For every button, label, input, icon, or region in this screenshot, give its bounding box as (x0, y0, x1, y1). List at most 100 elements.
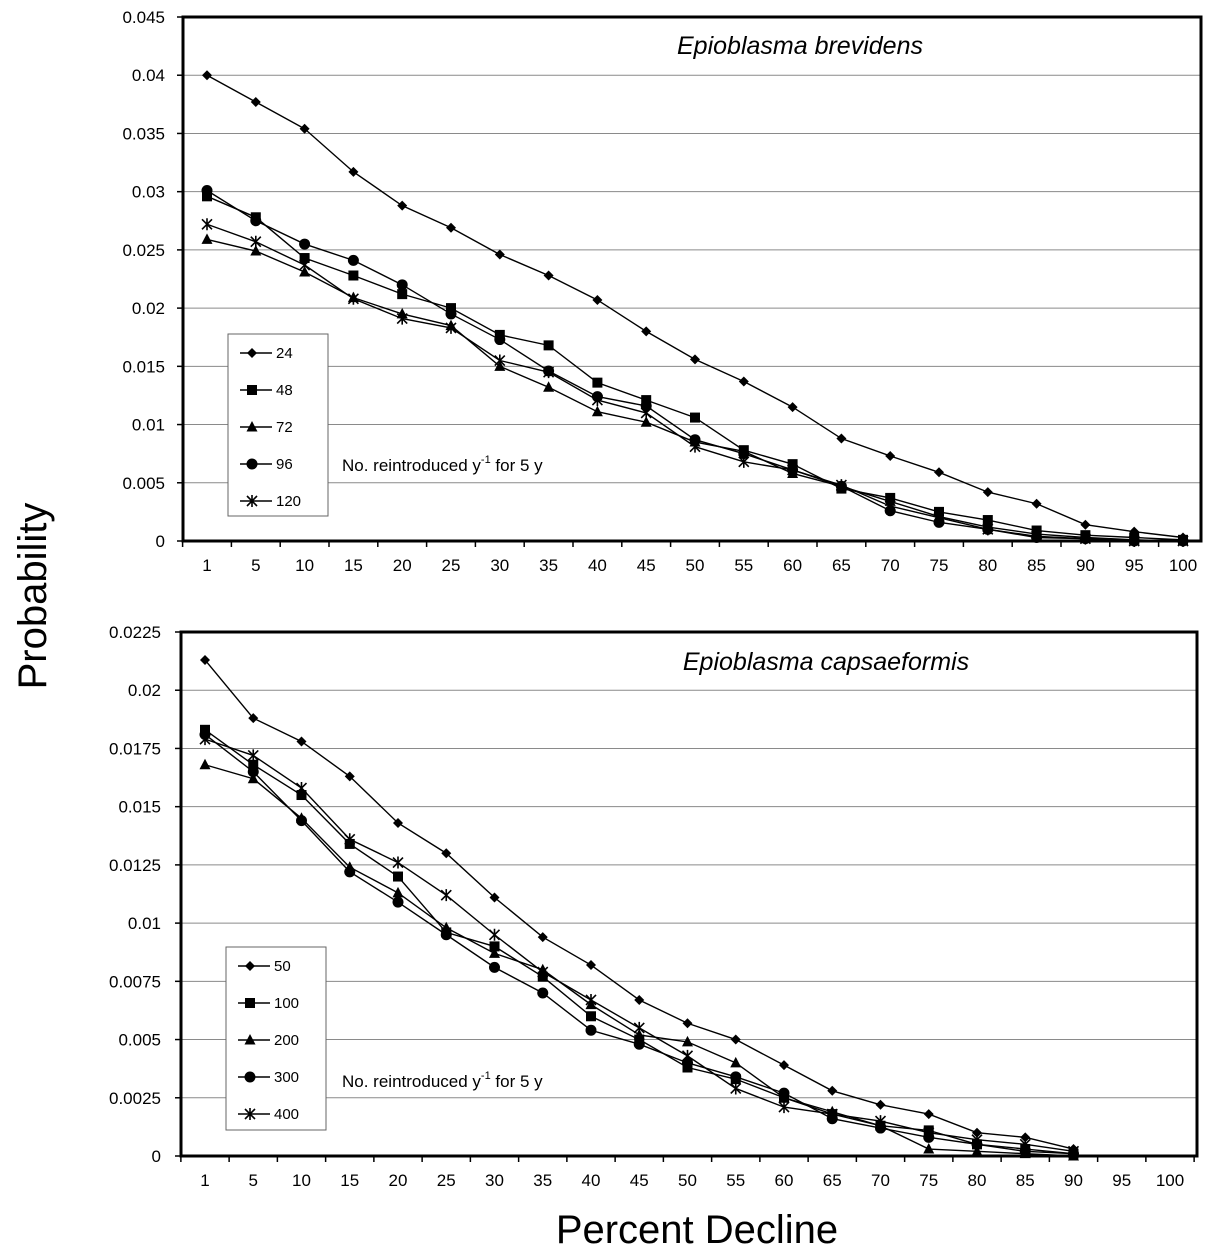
chart-top-series-24-point (934, 467, 944, 478)
chart-top-series-24-point (348, 166, 359, 177)
chart-bottom-legend-item-50: 50 (238, 958, 291, 975)
chart-top-series-24-point (836, 433, 847, 444)
chart-top-xtick-label: 50 (686, 556, 705, 575)
chart-bottom-series-400-point (826, 1108, 838, 1121)
chart-top-series-24-point (397, 200, 408, 211)
chart-bottom-legend-swatch-marker (244, 1108, 256, 1120)
chart-top-ytick-label: 0.015 (122, 357, 165, 376)
chart-top-xtick-label: 80 (978, 556, 997, 575)
chart-top-series-120-point (738, 455, 750, 468)
chart-bottom-series-300 (199, 728, 1079, 1160)
chart-bottom-series-50-point (875, 1099, 886, 1110)
chart-top-legend-label: 48 (276, 382, 293, 399)
chart-top-series-96-point (494, 334, 506, 346)
chart-bottom-series-300-point (440, 929, 452, 941)
chart-top-xtick-label: 10 (295, 556, 314, 575)
chart-top-series-48-point (592, 377, 603, 388)
chart-bottom-xtick-label: 80 (968, 1171, 987, 1190)
chart-top-series-24-point (446, 222, 456, 233)
chart-top-series-24-point (641, 326, 652, 337)
chart-bottom-series-50-point (682, 1018, 693, 1029)
chart-top-series-120-point (835, 479, 847, 492)
chart-top-series-96-point (689, 434, 701, 446)
chart-bottom-ticks: 0 0.0025 0.005 0.0075 0.01 0.0125 0.015 0.0175 0… (109, 623, 1195, 1190)
chart-top-series-120-point (884, 500, 896, 513)
chart-top-series-120-point (201, 218, 213, 231)
chart-bottom-series-100-point (586, 1011, 596, 1022)
chart-top-series-120-point (933, 511, 945, 524)
chart-top-series-48-point (543, 340, 554, 351)
chart-top-xtick-label: 35 (539, 556, 558, 575)
chart-top-legend-item-24: 24 (240, 345, 293, 362)
chart-top-legend-swatch-marker (246, 495, 258, 507)
chart-top-xtick-label: 25 (442, 556, 461, 575)
chart-bottom-series-400-point (874, 1115, 887, 1128)
chart-top-xtick-label: 75 (930, 556, 949, 575)
chart-top-series-120-point (347, 292, 359, 305)
chart-bottom-legend-swatch-marker (244, 1034, 256, 1045)
chart-bottom-xtick-label: 5 (249, 1171, 258, 1190)
chart-top-series-96-point (640, 400, 652, 412)
chart-bottom-xtick-label: 100 (1156, 1171, 1184, 1190)
chart-bottom-xtick-label: 90 (1064, 1171, 1083, 1190)
chart-bottom-ytick-label: 0.0125 (109, 856, 161, 875)
chart-bottom-legend-item-300: 300 (238, 1069, 299, 1086)
chart-top-series-48-point (348, 270, 359, 281)
chart-top-annotation-sup: -1 (481, 454, 491, 466)
chart-bottom-series-200-point (682, 1035, 693, 1047)
chart-bottom-series-50-point (634, 994, 645, 1005)
chart-bottom-series-300-point (247, 766, 259, 778)
chart-bottom-series-400-point (199, 733, 211, 746)
chart-bottom-series-50-point (393, 817, 403, 828)
chart-bottom-series-400-point (633, 1021, 645, 1034)
chart-bottom-series-300-line (204, 733, 1074, 1155)
chart-top-legend-swatch-marker (247, 348, 257, 358)
chart-top-legend-swatch-marker (246, 421, 258, 432)
chart-top-series-96-point (299, 238, 311, 250)
chart-bottom-annotation: No. reintroduced y-1 for 5 y (342, 1070, 543, 1091)
chart-bottom-series-50-point (441, 848, 452, 859)
chart-top-legend-box (227, 333, 329, 517)
chart-top-ytick-label: 0.045 (122, 8, 165, 27)
chart-bottom-series-400-point (392, 856, 404, 869)
chart-top-legend-swatch-marker (246, 458, 258, 470)
chart-top-ytick-label: 0.03 (132, 183, 165, 202)
chart-bottom-legend-label: 200 (274, 1032, 299, 1049)
chart-bottom-series-400-point (923, 1126, 935, 1139)
chart-bottom-series-300-point (344, 866, 356, 878)
chart-bottom-series-50-point (344, 771, 355, 782)
chart-bottom-legend-swatch-marker (245, 961, 255, 971)
chart-top-series-72-point (250, 245, 262, 256)
chart-bottom-legend-swatch-marker (245, 998, 255, 1008)
chart-top-xtick-label: 20 (393, 556, 412, 575)
chart-top-ticks: 0 0.005 0.01 0.015 0.02 0.025 0.03 0.035 0.04 0.0… (122, 8, 1197, 575)
chart-top-series-24-point (250, 97, 261, 108)
chart-top-ytick-label: 0.01 (132, 416, 165, 435)
chart-top-series-120 (201, 218, 1189, 547)
chart-bottom-series-100-point (248, 759, 259, 770)
chart-top-series-24-point (543, 270, 554, 281)
chart-bottom-series-200-point (971, 1145, 983, 1156)
chart-bottom-legend-item-100: 100 (238, 995, 299, 1012)
chart-bottom-series-200-point (633, 1028, 645, 1040)
chart-top-series-120-point (1177, 535, 1189, 547)
chart-bottom-series-300-point (392, 896, 404, 908)
chart-top-xtick-label: 45 (637, 556, 656, 575)
chart-top-series-48-point (446, 303, 456, 314)
chart-top-series-120-point (1079, 532, 1091, 545)
chart-bottom-series-50-point (489, 892, 500, 903)
chart-top-series-24-point (299, 123, 310, 134)
chart-top-title: Epioblasma brevidens (677, 32, 923, 60)
chart-bottom-xtick-label: 1 (200, 1171, 209, 1190)
chart-bottom-series-300-point (875, 1122, 886, 1134)
chart-bottom-series-300-point (730, 1071, 742, 1083)
chart-bottom-annotation-suffix: for 5 y (491, 1072, 543, 1091)
chart-top-plot-frame (181, 15, 1203, 543)
chart-top-series-48-point (641, 395, 652, 406)
chart-top-series-96-point (445, 308, 457, 320)
chart-top-legend-label: 120 (276, 493, 301, 510)
chart-top-series-48-line (206, 195, 1184, 541)
chart-bottom-xtick-label: 55 (726, 1171, 745, 1190)
chart-top-ytick-label: 0.005 (122, 474, 165, 493)
